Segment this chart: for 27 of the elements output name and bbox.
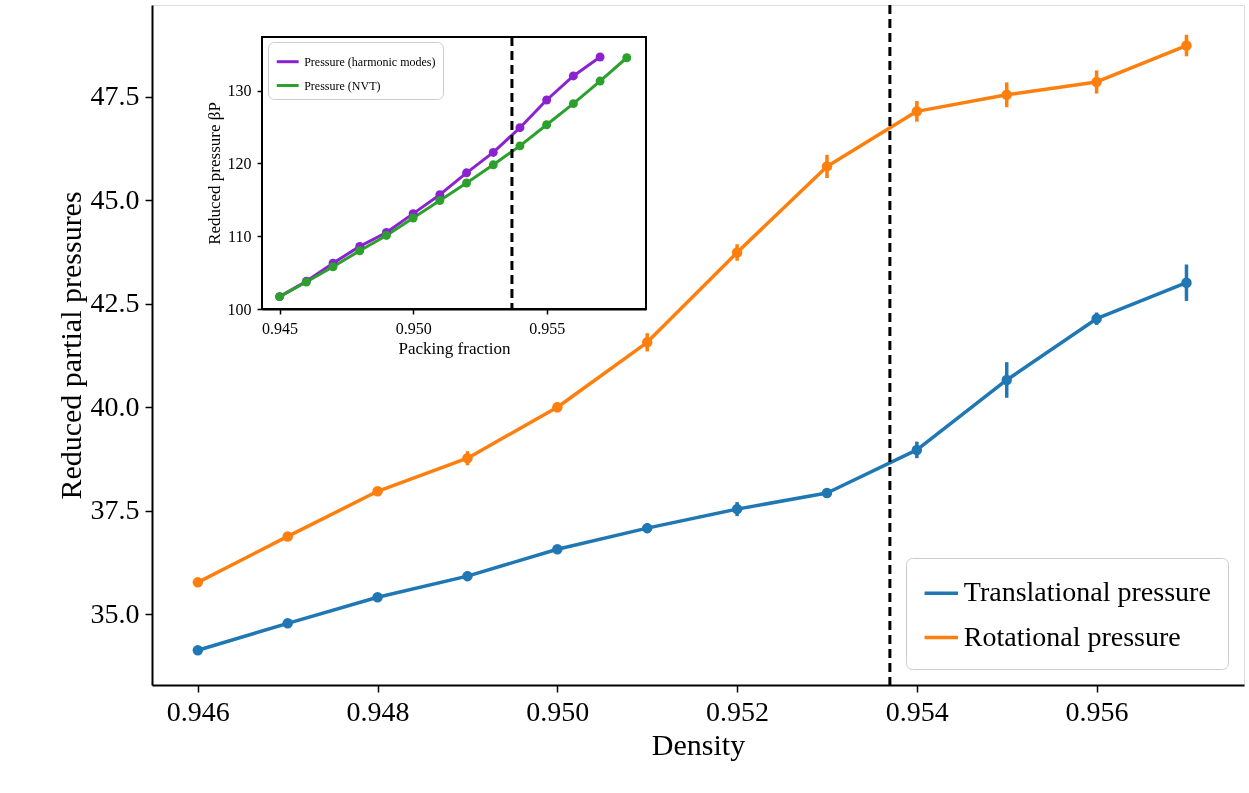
legend-label: Rotational pressure <box>963 620 1181 652</box>
y-tick-label: 120 <box>227 154 252 172</box>
y-tick-label: 130 <box>227 82 252 100</box>
legend-label: Pressure (NVT) <box>304 78 381 93</box>
y-tick-label: 40.0 <box>90 390 140 422</box>
x-tick-label: 0.946 <box>166 695 230 727</box>
y-axis-title: Reduced pressure βP <box>204 102 224 245</box>
x-tick-label: 0.950 <box>395 319 432 337</box>
y-tick-label: 35.0 <box>90 597 140 629</box>
x-tick-label: 0.950 <box>526 695 590 727</box>
y-tick-label: 42.5 <box>90 287 140 319</box>
y-tick-label: 45.0 <box>90 183 140 215</box>
x-tick-label: 0.955 <box>529 319 566 337</box>
y-tick-label: 47.5 <box>90 80 140 112</box>
x-axis-title: Packing fraction <box>398 338 511 358</box>
x-tick-label: 0.956 <box>1065 695 1129 727</box>
x-tick-label: 0.954 <box>885 695 949 727</box>
x-tick-label: 0.945 <box>262 319 299 337</box>
legend-label: Pressure (harmonic modes) <box>304 54 436 69</box>
legend-label: Translational pressure <box>963 576 1211 608</box>
y-tick-label: 100 <box>227 300 252 318</box>
x-tick-label: 0.948 <box>346 695 410 727</box>
x-tick-label: 0.952 <box>706 695 770 727</box>
y-tick-label: 37.5 <box>90 494 140 526</box>
y-tick-label: 110 <box>228 227 252 245</box>
x-axis-title: Density <box>651 727 746 761</box>
y-axis-title: Reduced partial pressures <box>53 191 87 500</box>
